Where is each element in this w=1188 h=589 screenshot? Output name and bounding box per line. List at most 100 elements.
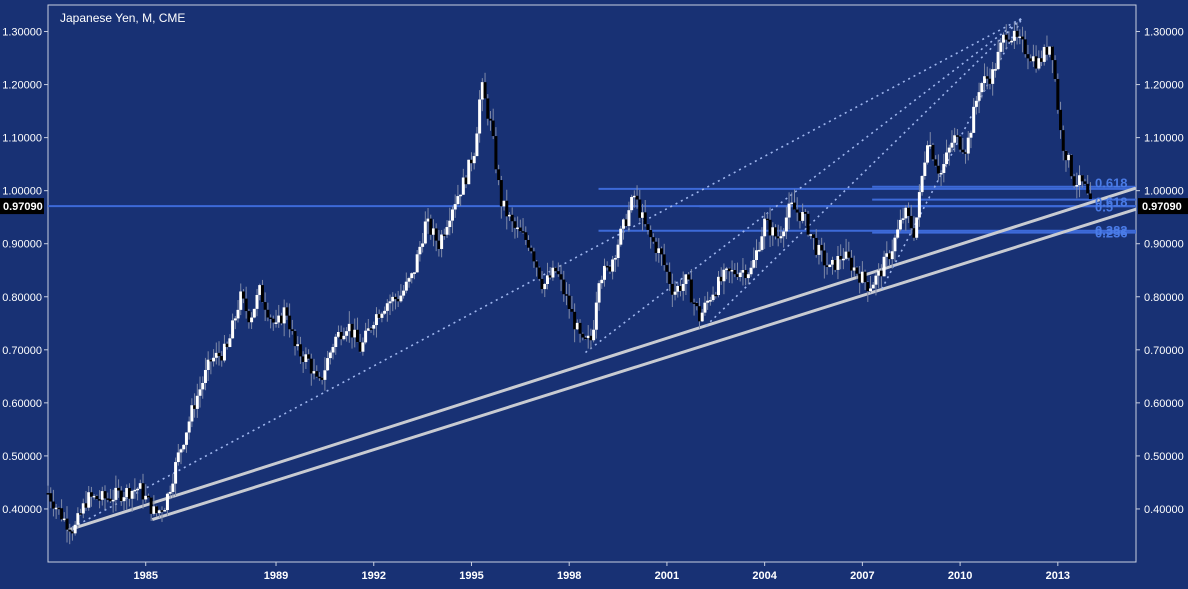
candle-body	[255, 294, 259, 309]
candle-body	[953, 135, 957, 143]
candle-body	[165, 493, 169, 511]
candle-body	[377, 314, 381, 318]
price-tag-right-bg	[1138, 198, 1188, 215]
candle-body	[239, 291, 243, 310]
candle-body	[1040, 58, 1044, 62]
candle-body	[782, 231, 786, 237]
candle-body	[974, 100, 978, 107]
candle-body	[100, 491, 104, 500]
candle-body	[714, 294, 718, 297]
candle-body	[73, 524, 77, 534]
candle-body	[149, 497, 153, 514]
y-tick-label-right: 1.10000	[1144, 133, 1184, 145]
candle-body	[662, 254, 666, 266]
candle-body	[1083, 181, 1087, 184]
candle-body	[689, 279, 693, 303]
candle-body	[103, 491, 107, 499]
candle-body	[399, 295, 403, 302]
candle-body	[65, 518, 69, 530]
candle-body	[209, 359, 213, 362]
candle-body	[646, 224, 650, 230]
horizontal-lines-group[interactable]	[48, 185, 1136, 234]
candle-body	[613, 258, 617, 260]
candle-body	[1031, 56, 1035, 62]
candle-body	[955, 135, 959, 137]
candle-body	[141, 483, 145, 500]
candle-body	[198, 389, 202, 396]
candle-body	[467, 159, 471, 185]
candle-body	[499, 180, 503, 207]
candle-body	[605, 265, 609, 268]
candle-body	[119, 490, 123, 502]
candle-body	[203, 369, 207, 383]
candle-body	[79, 513, 83, 515]
candle-body	[684, 274, 688, 284]
y-tick-label-right: 0.40000	[1144, 504, 1184, 516]
candle-body	[320, 377, 324, 380]
fib-level-label: 0.382	[1095, 223, 1128, 238]
candle-body	[725, 268, 729, 270]
candle-body	[1045, 47, 1049, 55]
candle-body	[744, 270, 748, 279]
candle-body	[453, 204, 457, 210]
fan-line[interactable]	[584, 17, 1023, 354]
candle-body	[961, 149, 965, 153]
candle-body	[434, 228, 438, 241]
candle-body	[1064, 150, 1068, 161]
candle-body	[133, 489, 137, 492]
candle-body	[545, 275, 549, 284]
y-tick-label-right: 0.70000	[1144, 345, 1184, 357]
candle-body	[410, 273, 414, 279]
candle-body	[459, 194, 463, 197]
y-tick-label-left: 1.10000	[2, 133, 42, 145]
fan-line[interactable]	[67, 17, 1023, 531]
candle-body	[1026, 54, 1030, 59]
candle-body	[279, 315, 283, 324]
candle-body	[966, 137, 970, 154]
candle-body	[890, 251, 894, 260]
candle-body	[594, 302, 598, 330]
candle-body	[958, 136, 962, 150]
candle-body	[448, 220, 452, 228]
candle-body	[374, 314, 378, 326]
y-tick-label-right: 1.00000	[1144, 186, 1184, 198]
candle-body	[999, 42, 1003, 52]
candle-body	[182, 444, 186, 450]
candle-body	[632, 195, 636, 198]
fib-level-label: 0.5	[1095, 200, 1113, 215]
candle-body	[912, 228, 916, 238]
candle-body	[111, 499, 115, 502]
candle-body	[323, 370, 327, 380]
plot-border	[47, 4, 1137, 563]
fib-level-label: 0.236	[1095, 226, 1128, 241]
candle-body	[478, 99, 482, 134]
candle-body	[915, 217, 919, 238]
candle-body	[806, 213, 810, 235]
trendline[interactable]	[151, 207, 1137, 521]
candle-body	[469, 159, 473, 164]
candle-body	[326, 358, 330, 371]
candle-body	[472, 156, 476, 164]
candle-body	[421, 243, 425, 247]
candle-body	[727, 268, 731, 272]
candle-body	[581, 333, 585, 338]
candle-body	[917, 192, 921, 218]
fan-line[interactable]	[705, 17, 1023, 327]
candle-body	[839, 255, 843, 260]
trendline[interactable]	[67, 186, 1137, 532]
candle-body	[155, 506, 159, 514]
candle-body	[673, 291, 677, 295]
candle-body	[860, 271, 864, 283]
candle-body	[483, 82, 487, 99]
candle-body	[117, 487, 121, 491]
candle-body	[608, 266, 612, 272]
trendlines-group[interactable]	[67, 186, 1137, 532]
candle-body	[722, 269, 726, 282]
candle-body	[768, 219, 772, 236]
candle-body	[765, 218, 769, 221]
candle-body	[1015, 30, 1019, 37]
candle-body	[486, 98, 490, 119]
candle-body	[456, 196, 460, 205]
